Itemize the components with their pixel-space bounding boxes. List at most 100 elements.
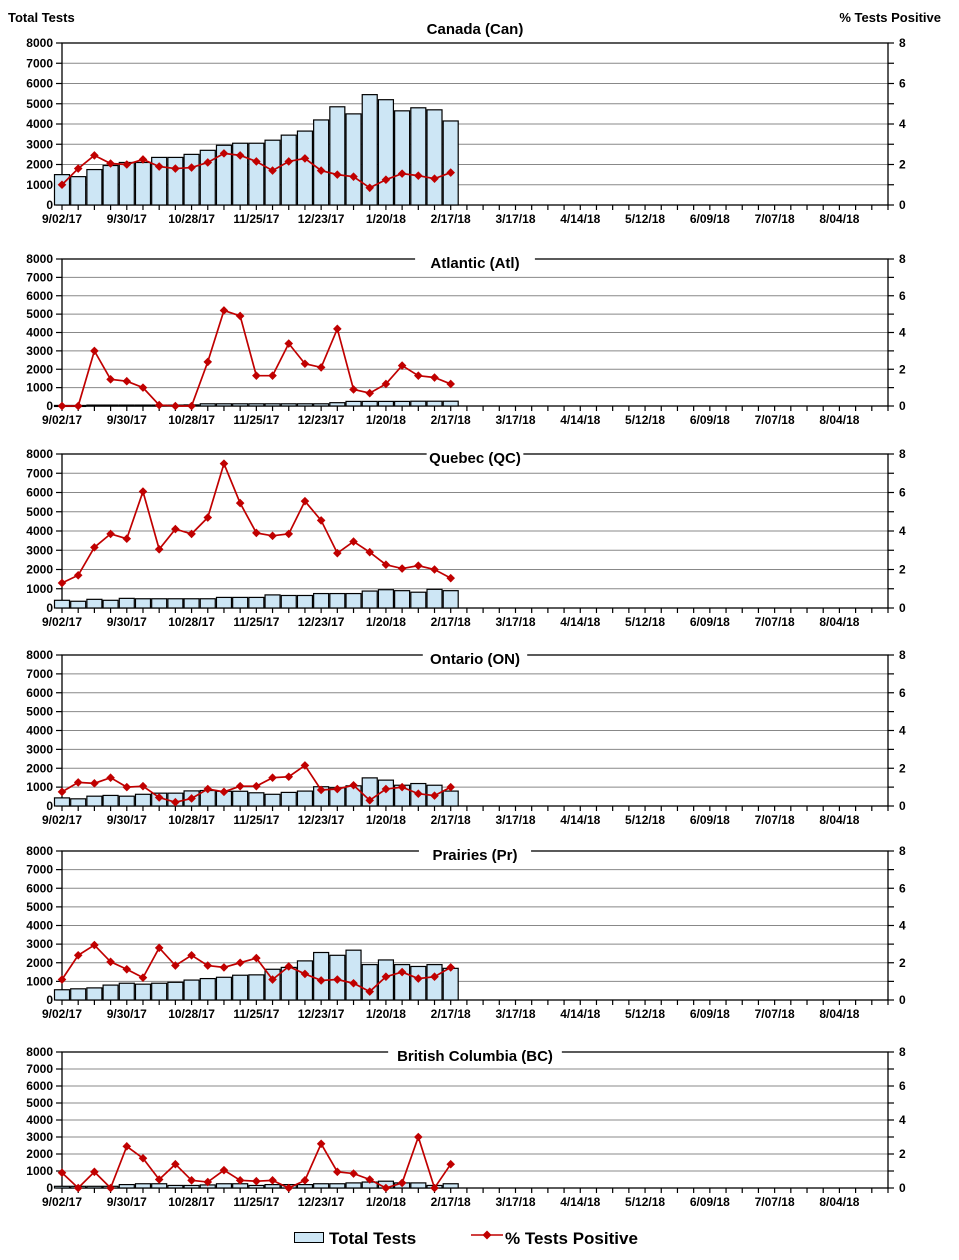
x-tick-label: 11/25/17 <box>233 413 279 427</box>
y-right-tick-label: 6 <box>899 881 906 895</box>
pct-positive-marker <box>106 1183 115 1193</box>
pct-positive-marker <box>316 976 326 985</box>
legend-bars-label: Total Tests <box>329 1229 417 1248</box>
y-left-tick-label: 4000 <box>26 326 53 340</box>
total-tests-bar <box>264 1183 281 1189</box>
x-tick-label: 2/17/18 <box>431 413 471 427</box>
total-tests-bar <box>329 592 346 609</box>
pct-positive-marker <box>73 951 83 960</box>
total-tests-bar <box>86 795 103 807</box>
y-left-tick-label: 1000 <box>26 1164 53 1178</box>
legend-bar-swatch <box>294 1232 324 1243</box>
total-tests-bar <box>86 404 103 407</box>
y-left-tick-label: 7000 <box>26 56 53 70</box>
pct-positive-marker <box>414 561 423 570</box>
x-tick-label: 7/07/18 <box>755 1195 795 1209</box>
y-left-tick-label: 8000 <box>26 648 53 662</box>
pct-positive-line <box>62 309 452 407</box>
pct-positive-marker <box>154 793 164 802</box>
pct-positive-line <box>61 461 452 584</box>
total-tests-bar <box>329 402 346 407</box>
y-right-tick-label: 6 <box>899 1079 906 1093</box>
pct-positive-marker <box>300 496 310 506</box>
total-tests-bar <box>134 161 152 206</box>
y-right-tick-label: 6 <box>899 486 906 500</box>
x-tick-label: 10/28/17 <box>168 813 215 827</box>
pct-positive-marker <box>90 151 99 160</box>
y-right-tick-label: 4 <box>899 919 906 933</box>
pct-positive-marker <box>300 154 310 163</box>
x-tick-label: 11/25/17 <box>233 1195 279 1209</box>
chart-canada: 0 1000 2000 3000 4000 5000 6000 7000 8000 0 2 4 6 8 9/… <box>26 21 906 226</box>
pct-positive-marker <box>138 487 148 496</box>
total-tests-bar <box>296 594 314 609</box>
pct-positive-marker <box>414 371 423 380</box>
y-left-tick-label: 6000 <box>26 289 53 303</box>
y-left-tick-label: 8000 <box>26 1045 53 1059</box>
pct-positive-marker <box>284 529 294 539</box>
x-tick-label: 6/09/18 <box>690 1195 730 1209</box>
pct-positive-marker <box>284 157 294 166</box>
x-tick-label: 3/17/18 <box>495 212 535 226</box>
x-tick-label: 5/12/18 <box>625 1007 665 1021</box>
total-tests-bar <box>70 176 87 206</box>
x-tick-label: 1/20/18 <box>366 1195 406 1209</box>
x-tick-label: 6/09/18 <box>690 1007 730 1021</box>
x-tick-label: 12/23/17 <box>298 413 345 427</box>
y-left-tick-label: 0 <box>46 399 53 413</box>
pct-positive-marker <box>235 498 245 508</box>
pct-positive-marker <box>203 158 213 167</box>
y-right-tick-label: 4 <box>899 724 906 738</box>
total-tests-bar <box>313 1183 330 1189</box>
x-tick-label: 11/25/17 <box>233 615 279 629</box>
total-tests-bar <box>313 403 330 407</box>
total-tests-bar <box>264 403 281 407</box>
y-left-tick-label: 3000 <box>26 742 53 756</box>
pct-positive-marker <box>73 164 83 173</box>
x-tick-label: 2/17/18 <box>431 1195 471 1209</box>
total-tests-bar <box>410 1182 427 1189</box>
pct-positive-marker <box>397 564 407 573</box>
total-tests-bar <box>118 982 135 1001</box>
y-left-tick-label: 5000 <box>26 705 53 719</box>
pct-positive-marker <box>219 1165 229 1175</box>
pct-positive-marker <box>430 565 439 574</box>
pct-positive-marker <box>106 773 115 782</box>
pct-positive-marker <box>187 794 196 803</box>
total-tests-bar <box>167 156 184 206</box>
total-tests-bar <box>442 400 459 407</box>
pct-positive-marker <box>187 163 196 172</box>
pct-positive-marker <box>122 782 132 792</box>
pct-positive-marker <box>365 796 375 805</box>
pct-positive-marker <box>73 1183 83 1193</box>
pct-positive-marker <box>397 782 407 792</box>
y-left-tick-label: 8000 <box>26 252 53 266</box>
total-tests-bar <box>442 120 459 206</box>
x-tick-label: 8/04/18 <box>819 813 859 827</box>
total-tests-bar <box>442 590 459 609</box>
x-tick-label: 9/30/17 <box>107 413 147 427</box>
pct-positive-marker <box>349 172 358 181</box>
y-left-tick-label: 7000 <box>26 466 53 480</box>
pct-positive-marker <box>171 797 180 807</box>
pct-positive-marker <box>365 1175 375 1184</box>
pct-positive-marker <box>187 1176 196 1185</box>
total-tests-bar <box>248 403 265 407</box>
pct-positive-marker <box>57 787 67 797</box>
pct-positive-marker <box>316 1139 326 1149</box>
x-tick-label: 4/14/18 <box>560 1195 600 1209</box>
total-tests-bar <box>442 1183 459 1189</box>
x-tick-label: 5/12/18 <box>625 813 665 827</box>
pct-positive-marker <box>138 781 148 791</box>
pct-positive-marker <box>252 157 261 166</box>
pct-positive-marker <box>349 537 358 546</box>
total-tests-bar <box>232 596 249 609</box>
y-right-tick-label: 8 <box>899 844 906 858</box>
x-tick-label: 8/04/18 <box>819 615 859 629</box>
chart-title-backing <box>415 256 535 270</box>
y-left-tick-label: 7000 <box>26 1062 53 1076</box>
pct-positive-marker <box>138 383 148 392</box>
total-tests-bar <box>394 590 411 609</box>
x-tick-label: 6/09/18 <box>690 413 730 427</box>
y-right-tick-label: 6 <box>899 289 906 303</box>
